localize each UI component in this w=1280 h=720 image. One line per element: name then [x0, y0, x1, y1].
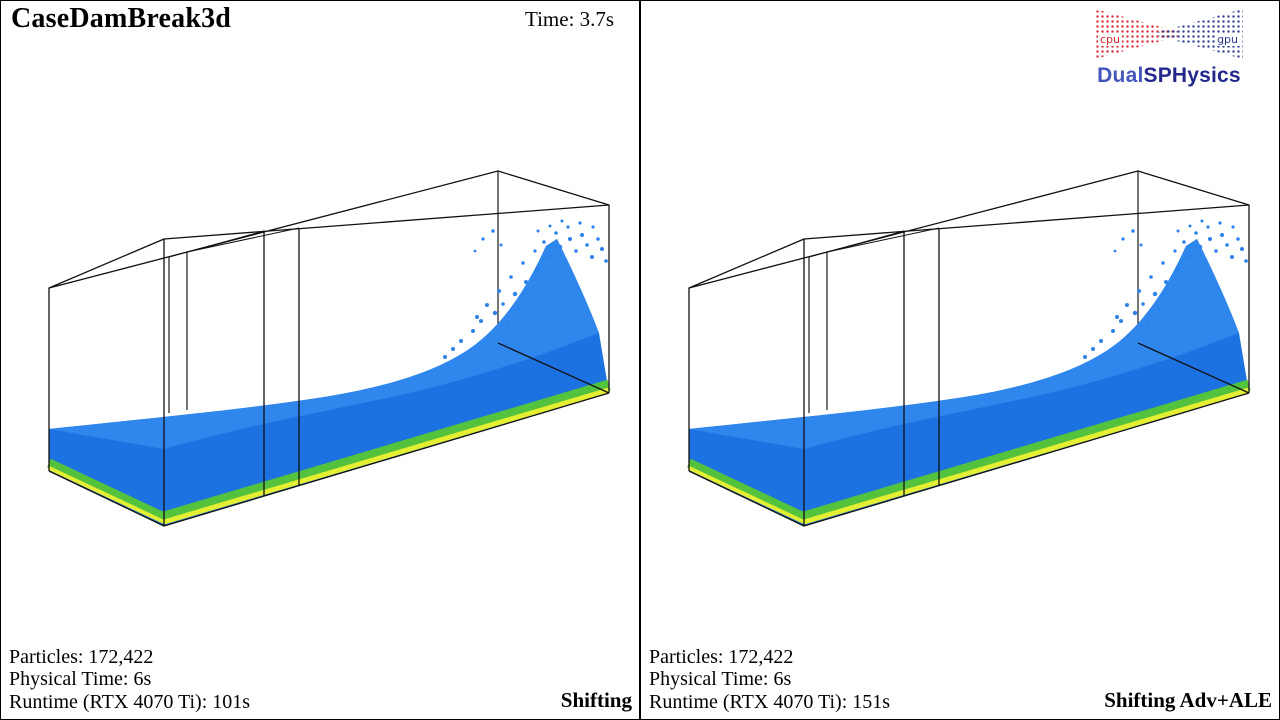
runtime: Runtime (RTX 4070 Ti): 101s: [9, 690, 251, 713]
cpu-label: cpu: [1098, 33, 1123, 46]
runtime: Runtime (RTX 4070 Ti): 151s: [649, 690, 891, 713]
physical-time: Physical Time: 6s: [9, 668, 152, 690]
stats-block-left: Particles: 172,422 Physical Time: 6s Run…: [9, 646, 250, 714]
panel-shifting: Particles: 172,422 Physical Time: 6s Run…: [1, 1, 641, 720]
particles-count: Particles: 172,422: [9, 645, 154, 668]
simulation-render-right: [641, 1, 1280, 720]
logo-wordmark: DualSPHysics: [1095, 64, 1243, 88]
panel-shifting-adv-ale: Particles: 172,422 Physical Time: 6s Run…: [641, 1, 1280, 720]
method-label-left: Shifting: [560, 688, 632, 712]
case-title: CaseDamBreak3d: [11, 3, 232, 34]
time-label: Time: 3.7s: [525, 7, 615, 31]
logo-text-dual: Dual: [1097, 64, 1144, 87]
physical-time: Physical Time: 6s: [649, 668, 792, 690]
gpu-label: gpu: [1215, 33, 1240, 46]
logo-text-sphysics: SPHysics: [1143, 64, 1241, 87]
method-label-right: Shifting Adv+ALE: [1104, 688, 1272, 712]
panel-divider: [639, 1, 641, 719]
stats-block-right: Particles: 172,422 Physical Time: 6s Run…: [649, 646, 890, 714]
simulation-render-left: [1, 1, 641, 720]
logo-butterfly-icon: cpu gpu: [1095, 9, 1243, 59]
dualsphysics-logo: cpu gpu DualSPHysics: [1095, 9, 1243, 91]
particles-count: Particles: 172,422: [649, 645, 794, 668]
